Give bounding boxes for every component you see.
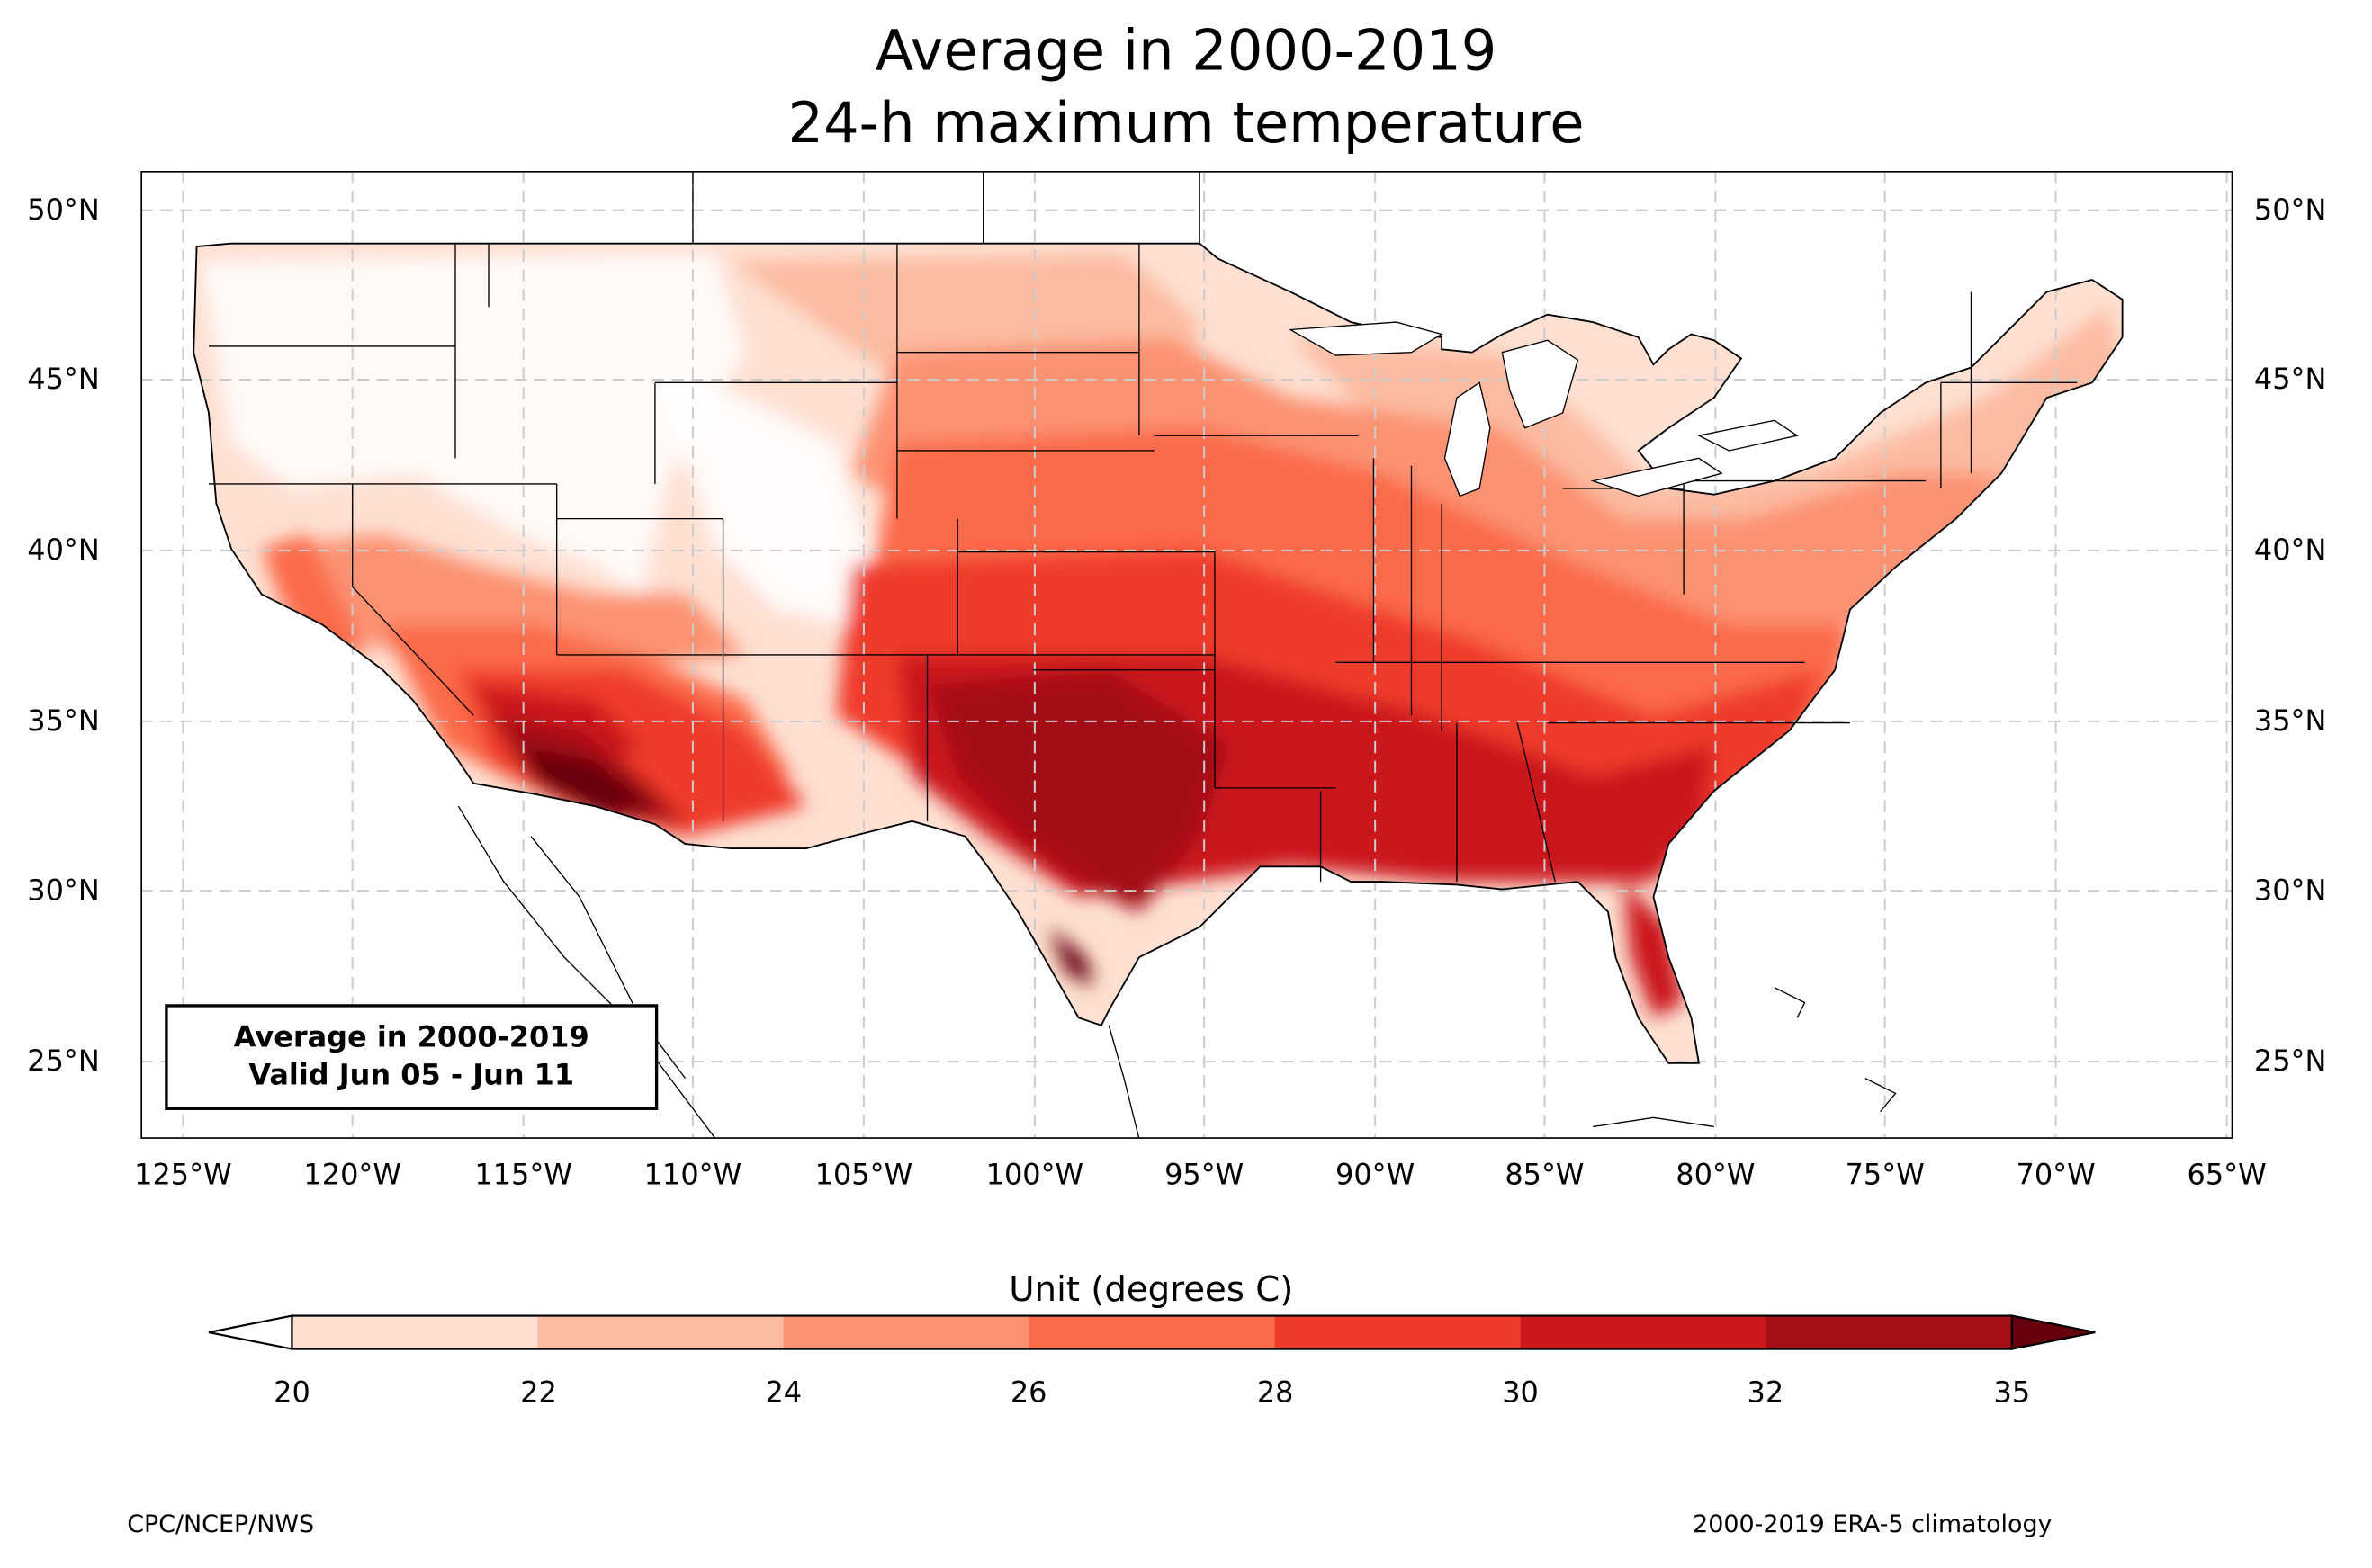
colorbar-tick-30: 30 [1502, 1375, 1539, 1410]
lat-label-40n-right: 40°N [2253, 533, 2327, 568]
lon-label-95w: 95°W [1164, 1158, 1244, 1192]
lon-label-115w: 115°W [474, 1158, 572, 1192]
us-outline [193, 242, 2124, 1064]
lat-label-30n-left: 30°N [27, 874, 100, 908]
colorbar-over-arrow [2010, 1314, 2096, 1350]
info-box: Average in 2000-2019 Valid Jun 05 - Jun … [165, 1004, 659, 1110]
colorbar-segment [1766, 1315, 2013, 1349]
footer-dataset: 2000-2019 ERA-5 climatology [1693, 1509, 2053, 1538]
lon-label-110w: 110°W [643, 1158, 742, 1192]
state-borders [208, 243, 2078, 883]
colorbar-segment [1029, 1315, 1276, 1349]
colorbar-segments [292, 1315, 2013, 1349]
colorbar-under-arrow [208, 1314, 293, 1350]
lon-label-85w: 85°W [1505, 1158, 1585, 1192]
lon-label-125w: 125°W [134, 1158, 232, 1192]
lon-label-120w: 120°W [303, 1158, 401, 1192]
colorbar-tick-26: 26 [1010, 1375, 1047, 1410]
colorbar [208, 1314, 2096, 1350]
lat-label-45n-left: 45°N [27, 363, 100, 397]
lat-label-35n-right: 35°N [2253, 704, 2327, 739]
chart-subtitle: 24-h maximum temperature [787, 90, 1585, 157]
lon-label-90w: 90°W [1335, 1158, 1415, 1192]
lon-label-105w: 105°W [814, 1158, 913, 1192]
lon-label-80w: 80°W [1676, 1158, 1756, 1192]
colorbar-tick-28: 28 [1256, 1375, 1294, 1410]
colorbar-segment [292, 1315, 539, 1349]
lon-label-75w: 75°W [1845, 1158, 1925, 1192]
colorbar-tick-20: 20 [274, 1375, 310, 1410]
lat-label-25n-left: 25°N [27, 1044, 100, 1079]
great-lakes [1288, 321, 1799, 497]
chart-title: Average in 2000-2019 [875, 18, 1497, 84]
colorbar-title: Unit (degrees C) [1009, 1270, 1294, 1310]
lat-label-45n-right: 45°N [2253, 363, 2327, 397]
lat-label-35n-left: 35°N [27, 704, 100, 739]
lat-label-40n-left: 40°N [27, 533, 100, 568]
colorbar-segment [783, 1315, 1030, 1349]
colorbar-segment [537, 1315, 785, 1349]
info-box-line1: Average in 2000-2019 [233, 1020, 589, 1054]
lon-label-100w: 100°W [985, 1158, 1084, 1192]
colorbar-tick-32: 32 [1747, 1375, 1784, 1410]
colorbar-tick-35: 35 [1993, 1375, 2031, 1410]
footer-source: CPC/NCEP/NWS [127, 1509, 315, 1538]
colorbar-tick-24: 24 [765, 1375, 803, 1410]
lat-label-25n-right: 25°N [2253, 1044, 2327, 1079]
colorbar-segment [1274, 1315, 1522, 1349]
colorbar-tick-22: 22 [520, 1375, 557, 1410]
lat-label-30n-right: 30°N [2253, 874, 2327, 908]
lat-label-50n-right: 50°N [2253, 193, 2327, 228]
lat-label-50n-left: 50°N [27, 193, 100, 228]
lon-label-70w: 70°W [2016, 1158, 2096, 1192]
temperature-map [140, 170, 2233, 1139]
lon-label-65w: 65°W [2187, 1158, 2267, 1192]
colorbar-segment [1520, 1315, 1767, 1349]
neighbor-borders [457, 170, 1897, 1139]
info-box-line2: Valid Jun 05 - Jun 11 [248, 1058, 575, 1092]
